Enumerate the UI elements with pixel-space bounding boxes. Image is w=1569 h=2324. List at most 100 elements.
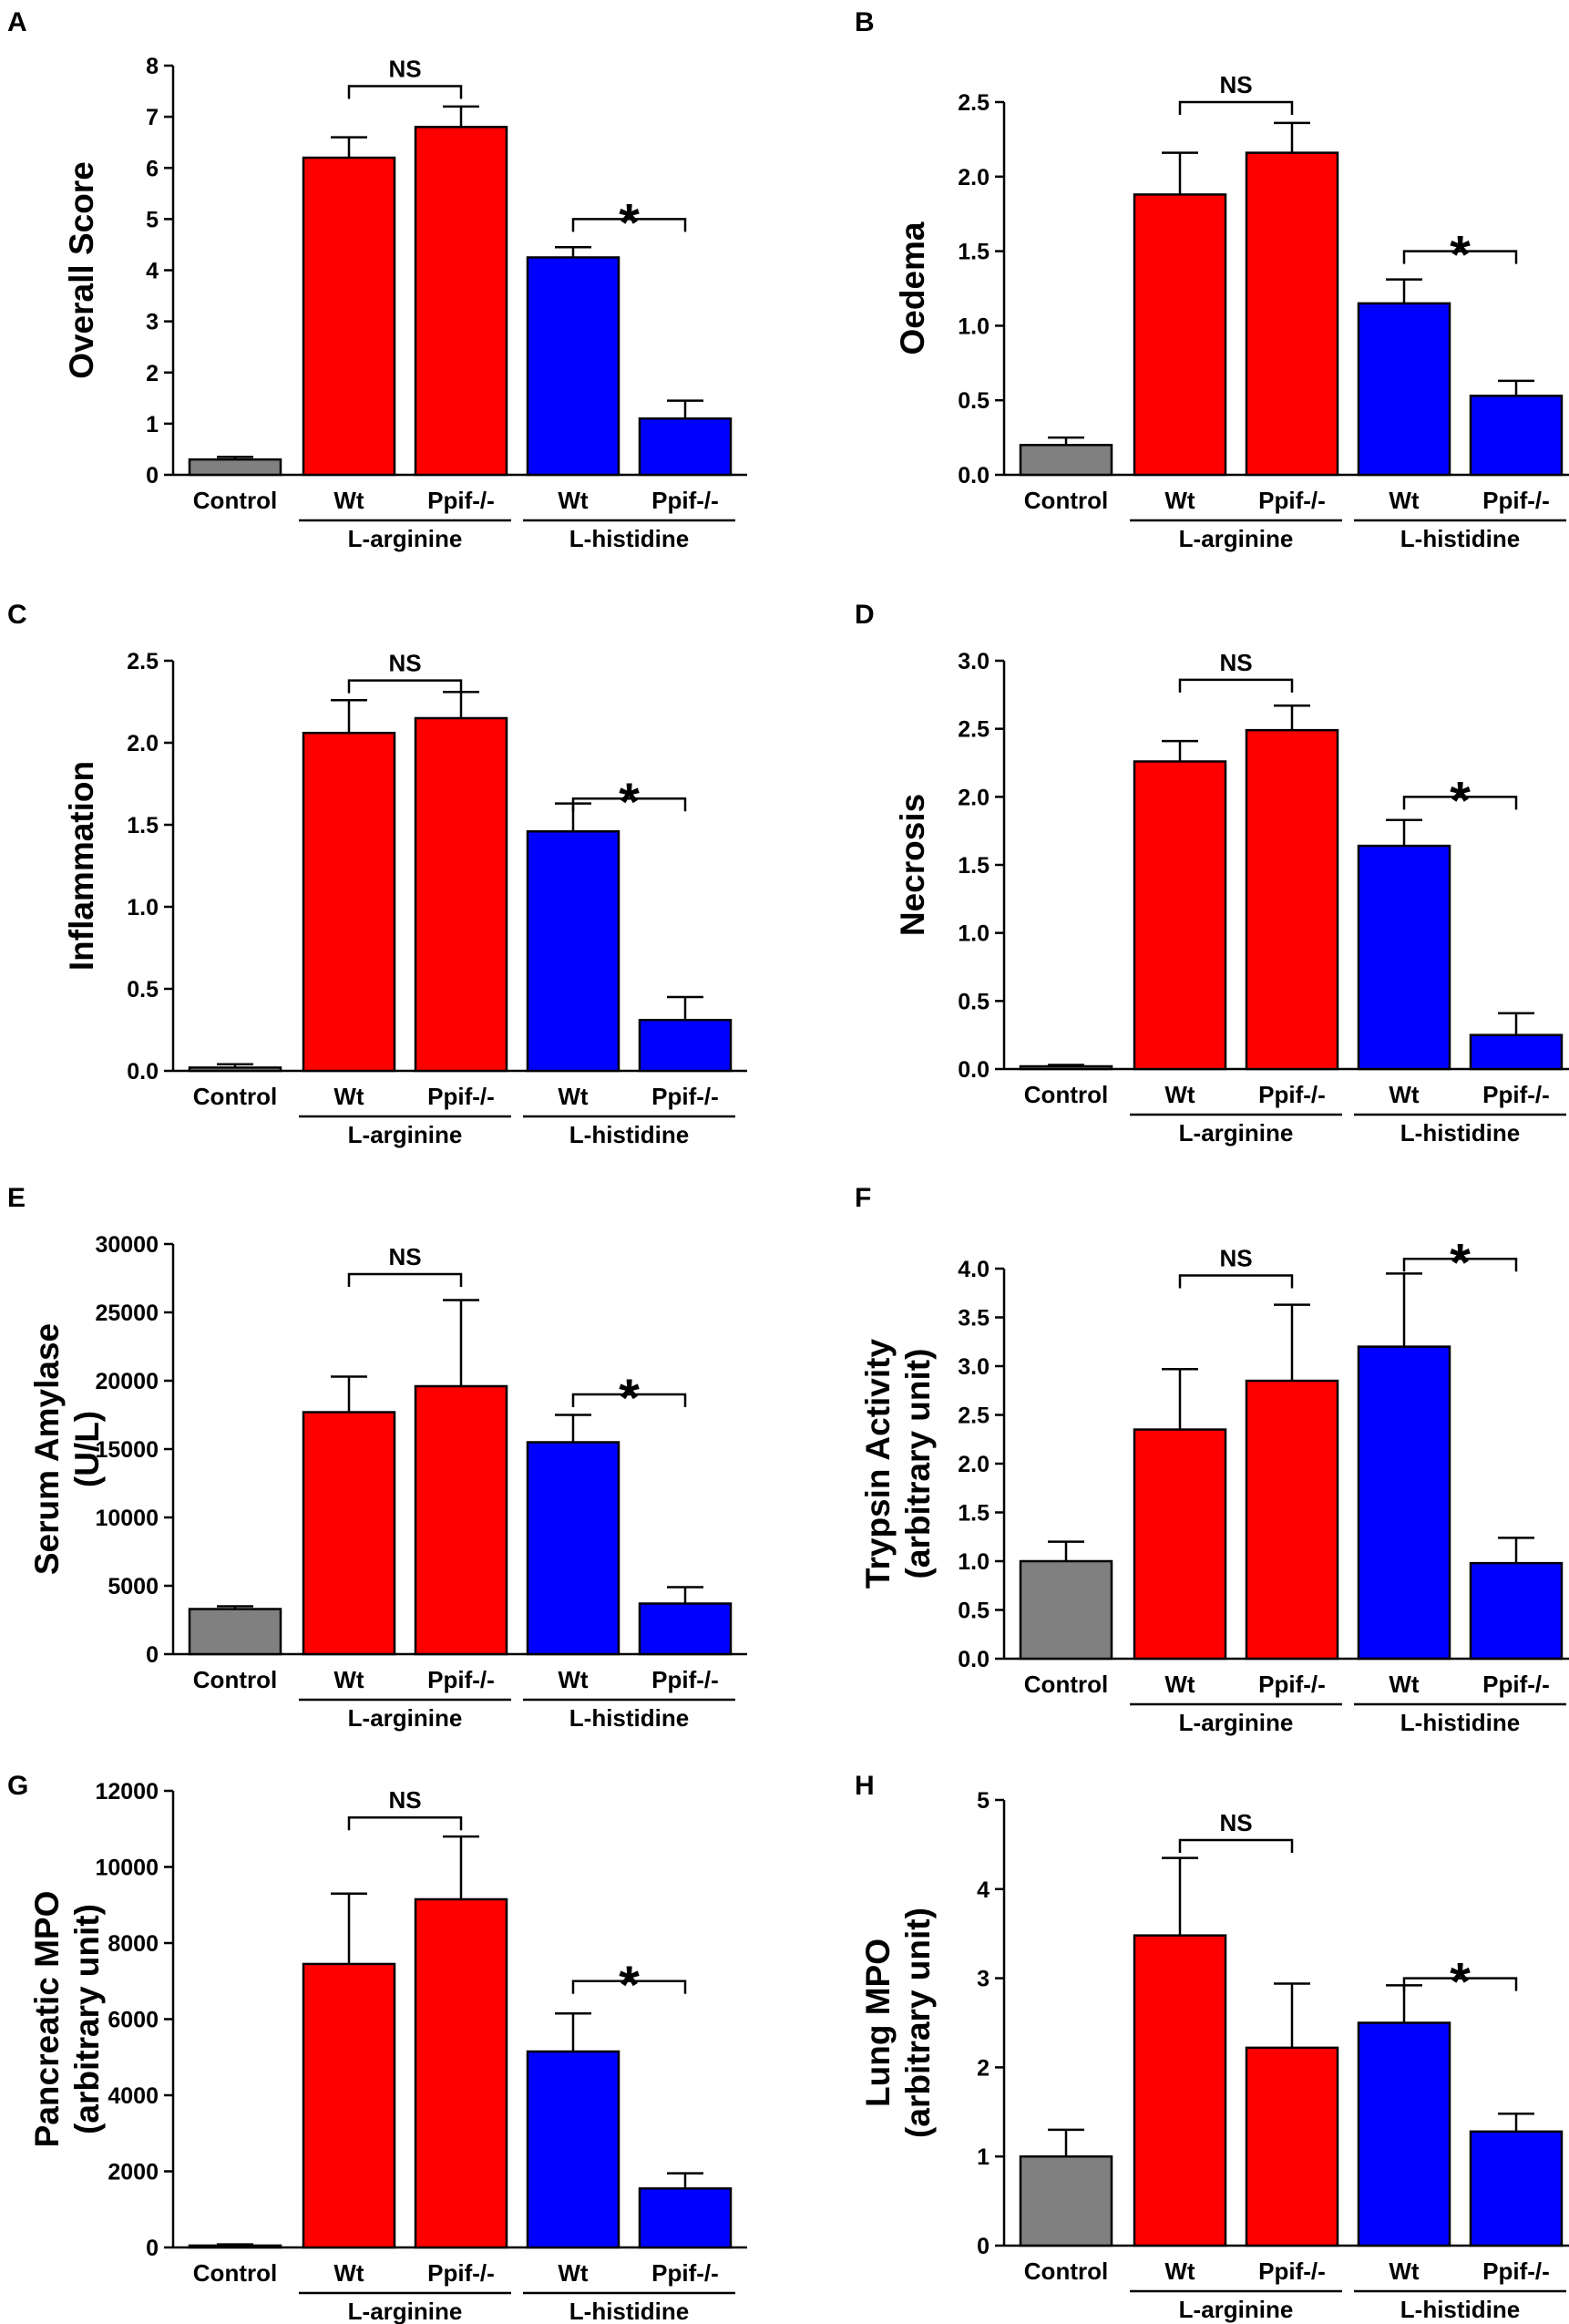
y-axis-label: (arbitrary unit) xyxy=(899,1349,937,1579)
y-tick-label: 1.0 xyxy=(958,314,990,339)
bar-control xyxy=(1019,1064,1113,1071)
y-tick-label: 8000 xyxy=(108,1931,159,1957)
group-label-l-histidine: L-histidine xyxy=(569,2298,689,2324)
bar-wt xyxy=(302,1962,396,2249)
y-tick-label: 0 xyxy=(146,463,159,488)
category-label-ppif: Ppif-/- xyxy=(1482,1671,1550,1698)
y-tick-label: 5 xyxy=(146,207,159,232)
y-tick-label: 30000 xyxy=(95,1232,159,1258)
category-label-control: Control xyxy=(193,1666,277,1693)
y-tick-label: 10000 xyxy=(95,1506,159,1531)
bar-wt xyxy=(1357,2021,1451,2247)
significance-bracket xyxy=(1402,1258,1518,1272)
bar-control xyxy=(1019,2154,1113,2247)
panel-label: B xyxy=(855,7,875,37)
group-label-l-arginine: L-arginine xyxy=(1179,1119,1294,1147)
bar-ppif xyxy=(414,1897,508,2249)
y-tick-label: 4 xyxy=(146,259,159,284)
bar-ppif xyxy=(638,1018,733,1073)
bar-wt xyxy=(1357,1345,1451,1661)
bar-ppif xyxy=(1245,2046,1339,2247)
group-label-l-histidine: L-histidine xyxy=(1400,2296,1520,2323)
y-tick-label: 0.0 xyxy=(958,1647,990,1672)
bar-ppif xyxy=(414,1384,508,1656)
chart-panel-b: B 0.0 0.5 1.0 1.5 2.0 2.5 Oedema Control Wt Ppif-/… xyxy=(855,7,1569,552)
chart-panel-d: D 0.0 0.5 1.0 1.5 2.0 2.5 3.0 Necrosis Control Wt P… xyxy=(855,600,1569,1147)
y-tick-label: 1.5 xyxy=(958,240,990,265)
chart-panel-e: E 0 5000 10000 15000 20000 25000 30000 Serum Amy… xyxy=(7,1183,747,1732)
category-label-wt: Wt xyxy=(1164,2257,1195,2285)
significance-bracket xyxy=(347,1272,463,1287)
bar-wt xyxy=(1357,844,1451,1071)
group-label-l-histidine: L-histidine xyxy=(1400,525,1520,552)
y-tick-label: 10000 xyxy=(95,1856,159,1881)
group-label-l-arginine: L-arginine xyxy=(1179,1709,1294,1736)
y-tick-label: 20000 xyxy=(95,1369,159,1394)
y-tick-label: 2.5 xyxy=(958,717,990,743)
significance-bracket xyxy=(1178,100,1294,115)
category-label-wt: Wt xyxy=(333,1083,364,1110)
y-tick-label: 3.0 xyxy=(958,1354,990,1380)
bar-ppif xyxy=(1245,728,1339,1071)
category-label-wt: Wt xyxy=(558,1666,589,1693)
y-axis-label: Necrosis xyxy=(894,794,931,936)
bar-wt xyxy=(1133,760,1227,1071)
y-tick-label: 2 xyxy=(146,361,159,386)
category-label-ppif: Ppif-/- xyxy=(427,1083,495,1110)
y-tick-label: 3 xyxy=(146,310,159,335)
category-label-wt: Wt xyxy=(558,1083,589,1110)
y-axis-label: (arbitrary unit) xyxy=(899,1908,937,2138)
bar-ppif xyxy=(638,417,733,477)
bar-ppif xyxy=(1469,1033,1564,1071)
y-axis-label: Pancreatic MPO xyxy=(28,1891,66,2148)
y-tick-label: 6000 xyxy=(108,2008,159,2033)
y-tick-label: 2.5 xyxy=(958,90,990,116)
category-label-control: Control xyxy=(193,1083,277,1110)
significance-star: * xyxy=(619,1956,640,2015)
category-label-wt: Wt xyxy=(1164,487,1195,514)
bar-ppif xyxy=(1469,395,1564,477)
y-tick-label: 1 xyxy=(977,2144,990,2170)
y-tick-label: 5 xyxy=(977,1788,990,1814)
bar-control xyxy=(188,1608,282,1656)
category-label-control: Control xyxy=(1024,487,1108,514)
panel-label: C xyxy=(7,600,27,630)
y-axis-label: (U/L) xyxy=(68,1411,106,1487)
category-label-wt: Wt xyxy=(333,2259,364,2287)
y-axis-label: Serum Amylase xyxy=(28,1323,66,1575)
significance-bracket xyxy=(1178,678,1294,693)
category-label-wt: Wt xyxy=(558,487,589,514)
category-label-wt: Wt xyxy=(1164,1081,1195,1108)
y-tick-label: 2 xyxy=(977,2055,990,2081)
significance-ns: NS xyxy=(388,650,421,677)
chart-panel-g: G 0 2000 4000 6000 8000 10000 12000 Pancreatic M… xyxy=(7,1771,747,2324)
category-label-wt: Wt xyxy=(1389,487,1420,514)
significance-ns: NS xyxy=(388,1243,421,1270)
group-label-l-histidine: L-histidine xyxy=(1400,1709,1520,1736)
significance-bracket xyxy=(1402,250,1518,264)
y-tick-label: 12000 xyxy=(95,1779,159,1805)
significance-ns: NS xyxy=(388,1786,421,1814)
significance-bracket xyxy=(571,1980,687,1994)
significance-bracket xyxy=(571,797,687,812)
y-tick-label: 2.0 xyxy=(127,731,159,756)
category-label-wt: Wt xyxy=(1164,1671,1195,1698)
y-tick-label: 3.5 xyxy=(958,1306,990,1332)
category-label-ppif: Ppif-/- xyxy=(427,487,495,514)
group-label-l-histidine: L-histidine xyxy=(569,1121,689,1148)
y-tick-label: 4.0 xyxy=(958,1257,990,1282)
significance-star: * xyxy=(619,193,640,252)
y-tick-label: 3 xyxy=(977,1967,990,1992)
significance-star: * xyxy=(1450,1233,1471,1292)
y-tick-label: 0.5 xyxy=(958,1599,990,1624)
significance-ns: NS xyxy=(1219,649,1252,676)
y-tick-label: 2.0 xyxy=(958,785,990,810)
category-label-wt: Wt xyxy=(333,487,364,514)
category-label-ppif: Ppif-/- xyxy=(1482,487,1550,514)
category-label-ppif: Ppif-/- xyxy=(1258,487,1326,514)
category-label-control: Control xyxy=(193,487,277,514)
y-tick-label: 0 xyxy=(977,2234,990,2259)
group-label-l-arginine: L-arginine xyxy=(348,1704,463,1732)
category-label-ppif: Ppif-/- xyxy=(1482,1081,1550,1108)
category-label-ppif: Ppif-/- xyxy=(427,1666,495,1693)
